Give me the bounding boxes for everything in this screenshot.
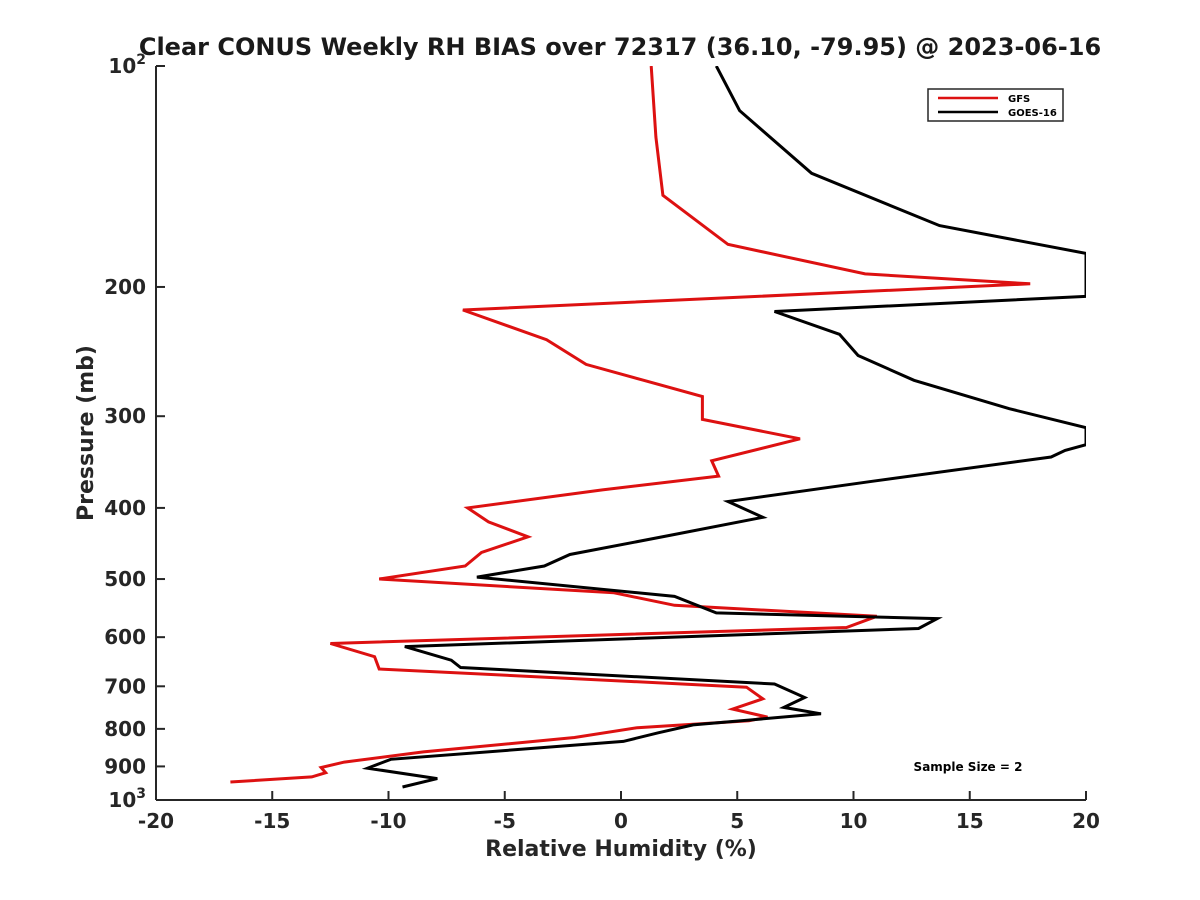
- x-axis-label: Relative Humidity (%): [485, 837, 757, 862]
- y-tick-label: 700: [104, 674, 146, 698]
- y-tick-label: 600: [104, 625, 146, 649]
- y-tick-label: 200: [104, 275, 146, 299]
- plot-lines: [230, 66, 1086, 789]
- legend-label: GFS: [1008, 94, 1030, 105]
- x-tick-label: -5: [494, 809, 516, 833]
- y-tick-label: 103: [108, 786, 146, 812]
- y-tick-label: 102: [108, 52, 146, 78]
- y-tick-label: 500: [104, 567, 146, 591]
- x-tick-label: -20: [138, 809, 174, 833]
- x-tick-label: 10: [840, 809, 868, 833]
- chart-title: Clear CONUS Weekly RH BIAS over 72317 (3…: [139, 33, 1101, 61]
- x-tick-label: -10: [370, 809, 406, 833]
- y-tick-label: 900: [104, 754, 146, 778]
- sample-size-annotation: Sample Size = 2: [914, 760, 1023, 774]
- legend: GFS GOES-16: [927, 88, 1064, 122]
- x-tick-label: -15: [254, 809, 290, 833]
- y-tick-label: 300: [104, 404, 146, 428]
- y-axis-label: Pressure (mb): [74, 345, 99, 521]
- y-tick-label: 400: [104, 496, 146, 520]
- y-tick-label: 800: [104, 717, 146, 741]
- x-tick-label: 20: [1072, 809, 1100, 833]
- ticks: -20 -15 -10 -5 0 5 10 15 20 102 200 300 400 500 600 700…: [104, 52, 1100, 833]
- series-line-gfs: [230, 66, 1031, 784]
- axes: [155, 66, 1086, 801]
- x-tick-label: 0: [614, 809, 628, 833]
- series-line-goes-16: [361, 66, 1086, 789]
- legend-label: GOES-16: [1008, 108, 1057, 119]
- x-tick-label: 15: [956, 809, 984, 833]
- legend-box: [927, 88, 1064, 122]
- x-tick-label: 5: [730, 809, 744, 833]
